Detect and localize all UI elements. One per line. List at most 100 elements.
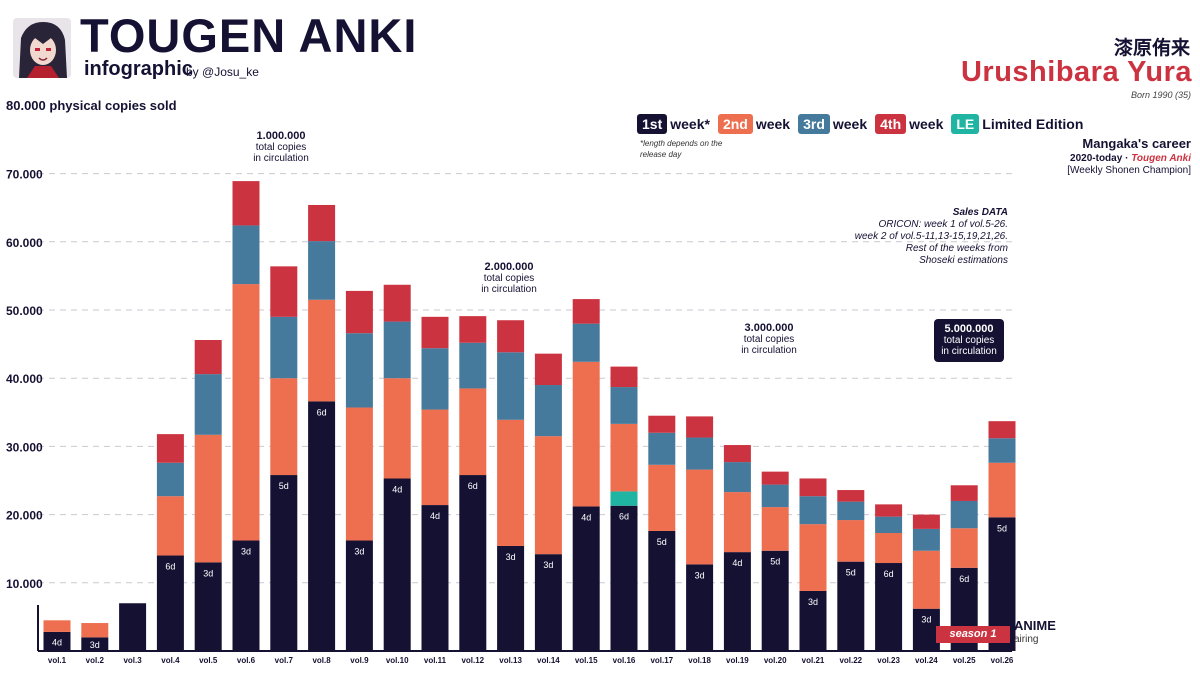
milestone-value: 1.000.000	[256, 130, 306, 142]
x-tick-label: vol.20	[764, 656, 787, 665]
x-tick-label: vol.22	[839, 656, 862, 665]
bar-segment-1st-week	[610, 505, 638, 651]
bar-segment-4th-week	[761, 471, 789, 485]
bar-segment-4th-week	[988, 421, 1016, 439]
x-tick-label: vol.13	[499, 656, 522, 665]
legend-item-3rd-week: 3rd week	[798, 114, 867, 134]
x-tick-label: vol.21	[802, 656, 825, 665]
first-week-days-label: 5d	[997, 523, 1007, 533]
sales-note-line: Shoseki estimations	[919, 255, 1008, 266]
x-tick-label: vol.24	[915, 656, 938, 665]
legend-label: week	[832, 116, 868, 132]
bar-segment-1st-week	[119, 603, 147, 651]
bar-segment-4th-week	[610, 366, 638, 388]
bar-segment-2nd-week	[912, 550, 940, 609]
bar-segment-2nd-week	[232, 284, 260, 541]
bar-segment-1st-week	[837, 561, 865, 651]
bar-segment-4th-week	[534, 353, 562, 386]
bar-segment-4th-week	[156, 434, 184, 463]
bar-segment-4th-week	[308, 204, 336, 242]
milestone-line: in circulation	[741, 345, 797, 356]
bar-segment-3rd-week	[421, 348, 449, 410]
bar-segment-1st-week	[345, 540, 373, 651]
bar-segment-1st-week	[459, 475, 487, 651]
bar-segment-2nd-week	[534, 436, 562, 555]
x-tick-label: vol.4	[161, 656, 180, 665]
bar-segment-3rd-week	[534, 385, 562, 437]
first-week-days-label: 4d	[52, 637, 62, 647]
author-born: Born 1990 (35)	[1130, 90, 1191, 100]
y-tick-label: 50.000	[6, 304, 43, 318]
bar-segment-2nd-week	[497, 419, 525, 546]
bar-segment-2nd-week	[572, 361, 600, 507]
legend-item-1st-week: 1st week*	[637, 114, 710, 134]
first-week-days-label: 3d	[506, 552, 516, 562]
first-week-days-label: 5d	[657, 537, 667, 547]
circulation-milestone-3: 3.000.000 total copies in circulation	[731, 323, 807, 357]
legend-label: week*	[670, 116, 710, 132]
circulation-milestone-2: 2.000.000 total copies in circulation	[471, 262, 547, 296]
author-kanji: 漆原侑来	[1113, 38, 1190, 59]
milestone-line: in circulation	[941, 346, 997, 357]
legend-label: week	[909, 116, 944, 132]
bar-segment-1st-week	[686, 564, 714, 651]
first-week-days-label: 3d	[203, 568, 213, 578]
first-week-days-label: 3d	[921, 615, 931, 625]
y-tick-label: 20.000	[6, 509, 43, 523]
first-week-days-label: 3d	[695, 570, 705, 580]
x-tick-label: vol.16	[613, 656, 636, 665]
first-week-days-label: 6d	[468, 481, 478, 491]
page-subtitle: infographic	[84, 58, 193, 80]
circulation-milestone-4: 5.000.000 total copies in circulation	[934, 319, 1004, 362]
anime-label: ANIME	[1014, 618, 1056, 633]
bar-segment-limited-edition	[610, 491, 638, 506]
bar-segment-4th-week	[648, 415, 676, 433]
bar-segment-2nd-week	[270, 378, 298, 476]
bar-segment-3rd-week	[950, 500, 978, 529]
legend-chip: 4th	[875, 114, 907, 134]
milestone-value: 5.000.000	[944, 323, 994, 335]
bar-segment-2nd-week	[194, 434, 222, 563]
x-tick-label: vol.10	[386, 656, 409, 665]
bar-segment-3rd-week	[194, 374, 222, 435]
bar-segment-2nd-week	[648, 464, 676, 531]
career-years: 2020-today ·	[1070, 153, 1129, 164]
bar-segment-4th-week	[232, 181, 260, 226]
legend-label: Limited Edition	[982, 116, 1084, 132]
y-axis-ticks: 10.000 20.000 30.000 40.000 50.000 60.000 70.0…	[6, 168, 43, 591]
y-axis-label: 80.000 physical copies sold	[6, 98, 177, 113]
career-heading: Mangaka's career	[1082, 136, 1191, 151]
first-week-days-label: 3d	[808, 597, 818, 607]
bar-segment-2nd-week	[988, 462, 1016, 518]
bar-segment-2nd-week	[761, 507, 789, 551]
bar-segment-4th-week	[497, 320, 525, 353]
x-tick-label: vol.7	[275, 656, 294, 665]
x-tick-label: vol.12	[461, 656, 484, 665]
bar-segment-4th-week	[572, 299, 600, 324]
bar-segment-3rd-week	[723, 462, 751, 493]
first-week-days-label: 4d	[581, 512, 591, 522]
bar-segment-3rd-week	[875, 516, 903, 534]
bar-segment-4th-week	[270, 266, 298, 317]
sales-note-line: ORICON: week 1 of vol.5-26.	[878, 219, 1009, 230]
x-tick-label: vol.6	[237, 656, 256, 665]
y-tick-label: 30.000	[6, 440, 43, 454]
first-week-days-label: 6d	[959, 574, 969, 584]
bar-segment-2nd-week	[837, 520, 865, 562]
x-axis-labels: vol.1 vol.2 vol.3 vol.4 vol.5 vol.6 vol.7 vol.8…	[48, 656, 1014, 665]
first-week-days-label: 4d	[392, 484, 402, 494]
legend-chip: 1st	[637, 114, 668, 134]
bar-segment-2nd-week	[686, 469, 714, 565]
bar-segment-4th-week	[950, 485, 978, 501]
bar-segment-3rd-week	[912, 528, 940, 551]
milestone-line: in circulation	[481, 284, 537, 295]
bar-segment-2nd-week	[43, 620, 71, 632]
legend-item-4th-week: 4th week	[875, 114, 943, 134]
anime-sub-label: airing	[1014, 634, 1039, 645]
milestone-line: total copies	[743, 334, 795, 345]
milestone-line: in circulation	[253, 153, 309, 164]
y-tick-label: 60.000	[6, 236, 43, 250]
legend-item-limited-edition: LE Limited Edition	[951, 114, 1083, 134]
bar-segment-2nd-week	[383, 378, 411, 479]
y-tick-label: 70.000	[6, 168, 43, 182]
